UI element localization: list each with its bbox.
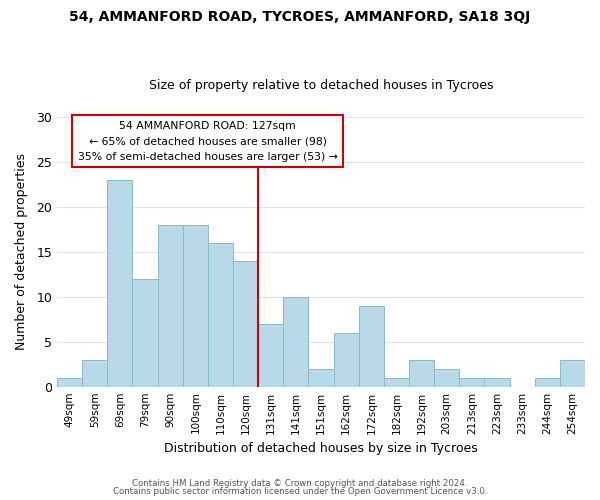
Bar [460, 378, 484, 386]
Bar [283, 296, 308, 386]
Bar [208, 242, 233, 386]
Bar [133, 278, 158, 386]
Bar [535, 378, 560, 386]
Bar [258, 324, 283, 386]
Bar [183, 224, 208, 386]
Bar [359, 306, 384, 386]
Bar [334, 332, 359, 386]
Bar [384, 378, 409, 386]
Bar [57, 378, 82, 386]
X-axis label: Distribution of detached houses by size in Tycroes: Distribution of detached houses by size … [164, 442, 478, 455]
Bar [308, 368, 334, 386]
Bar [158, 224, 183, 386]
Bar [409, 360, 434, 386]
Text: 54 AMMANFORD ROAD: 127sqm
← 65% of detached houses are smaller (98)
35% of semi-: 54 AMMANFORD ROAD: 127sqm ← 65% of detac… [77, 121, 337, 162]
Bar [82, 360, 107, 386]
Bar [484, 378, 509, 386]
Bar [560, 360, 585, 386]
Y-axis label: Number of detached properties: Number of detached properties [15, 153, 28, 350]
Text: 54, AMMANFORD ROAD, TYCROES, AMMANFORD, SA18 3QJ: 54, AMMANFORD ROAD, TYCROES, AMMANFORD, … [70, 10, 530, 24]
Title: Size of property relative to detached houses in Tycroes: Size of property relative to detached ho… [149, 79, 493, 92]
Bar [434, 368, 460, 386]
Text: Contains public sector information licensed under the Open Government Licence v3: Contains public sector information licen… [113, 487, 487, 496]
Text: Contains HM Land Registry data © Crown copyright and database right 2024.: Contains HM Land Registry data © Crown c… [132, 478, 468, 488]
Bar [233, 260, 258, 386]
Bar [107, 180, 133, 386]
